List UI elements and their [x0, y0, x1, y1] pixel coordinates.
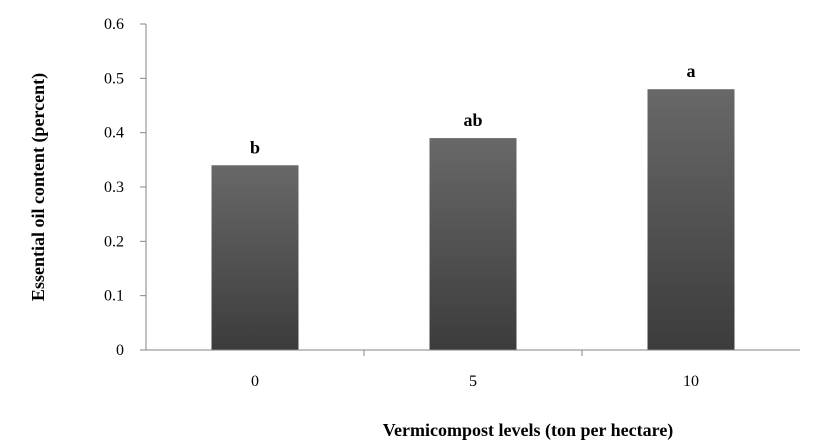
x-axis-title: Vermicompost levels (ton per hectare)	[383, 420, 674, 441]
y-tick-label: 0.6	[104, 16, 124, 33]
y-tick-label: 0.1	[104, 288, 124, 305]
bar-data-label: ab	[463, 110, 482, 130]
y-tick-label: 0	[116, 342, 124, 359]
x-tick-label: 5	[469, 373, 477, 390]
bar-data-label: b	[250, 137, 260, 157]
x-tick-label: 10	[683, 373, 699, 390]
y-tick-label: 0.2	[104, 233, 124, 250]
bar	[211, 165, 299, 350]
y-tick-label: 0.5	[104, 70, 124, 87]
y-axis-title: Essential oil content (percent)	[28, 73, 49, 301]
x-tick-label: 0	[251, 373, 259, 390]
y-tick-label: 0.3	[104, 179, 124, 196]
bar	[647, 89, 735, 350]
y-tick-label: 0.4	[104, 125, 124, 142]
bar-data-label: a	[687, 61, 696, 81]
bar	[429, 138, 517, 350]
